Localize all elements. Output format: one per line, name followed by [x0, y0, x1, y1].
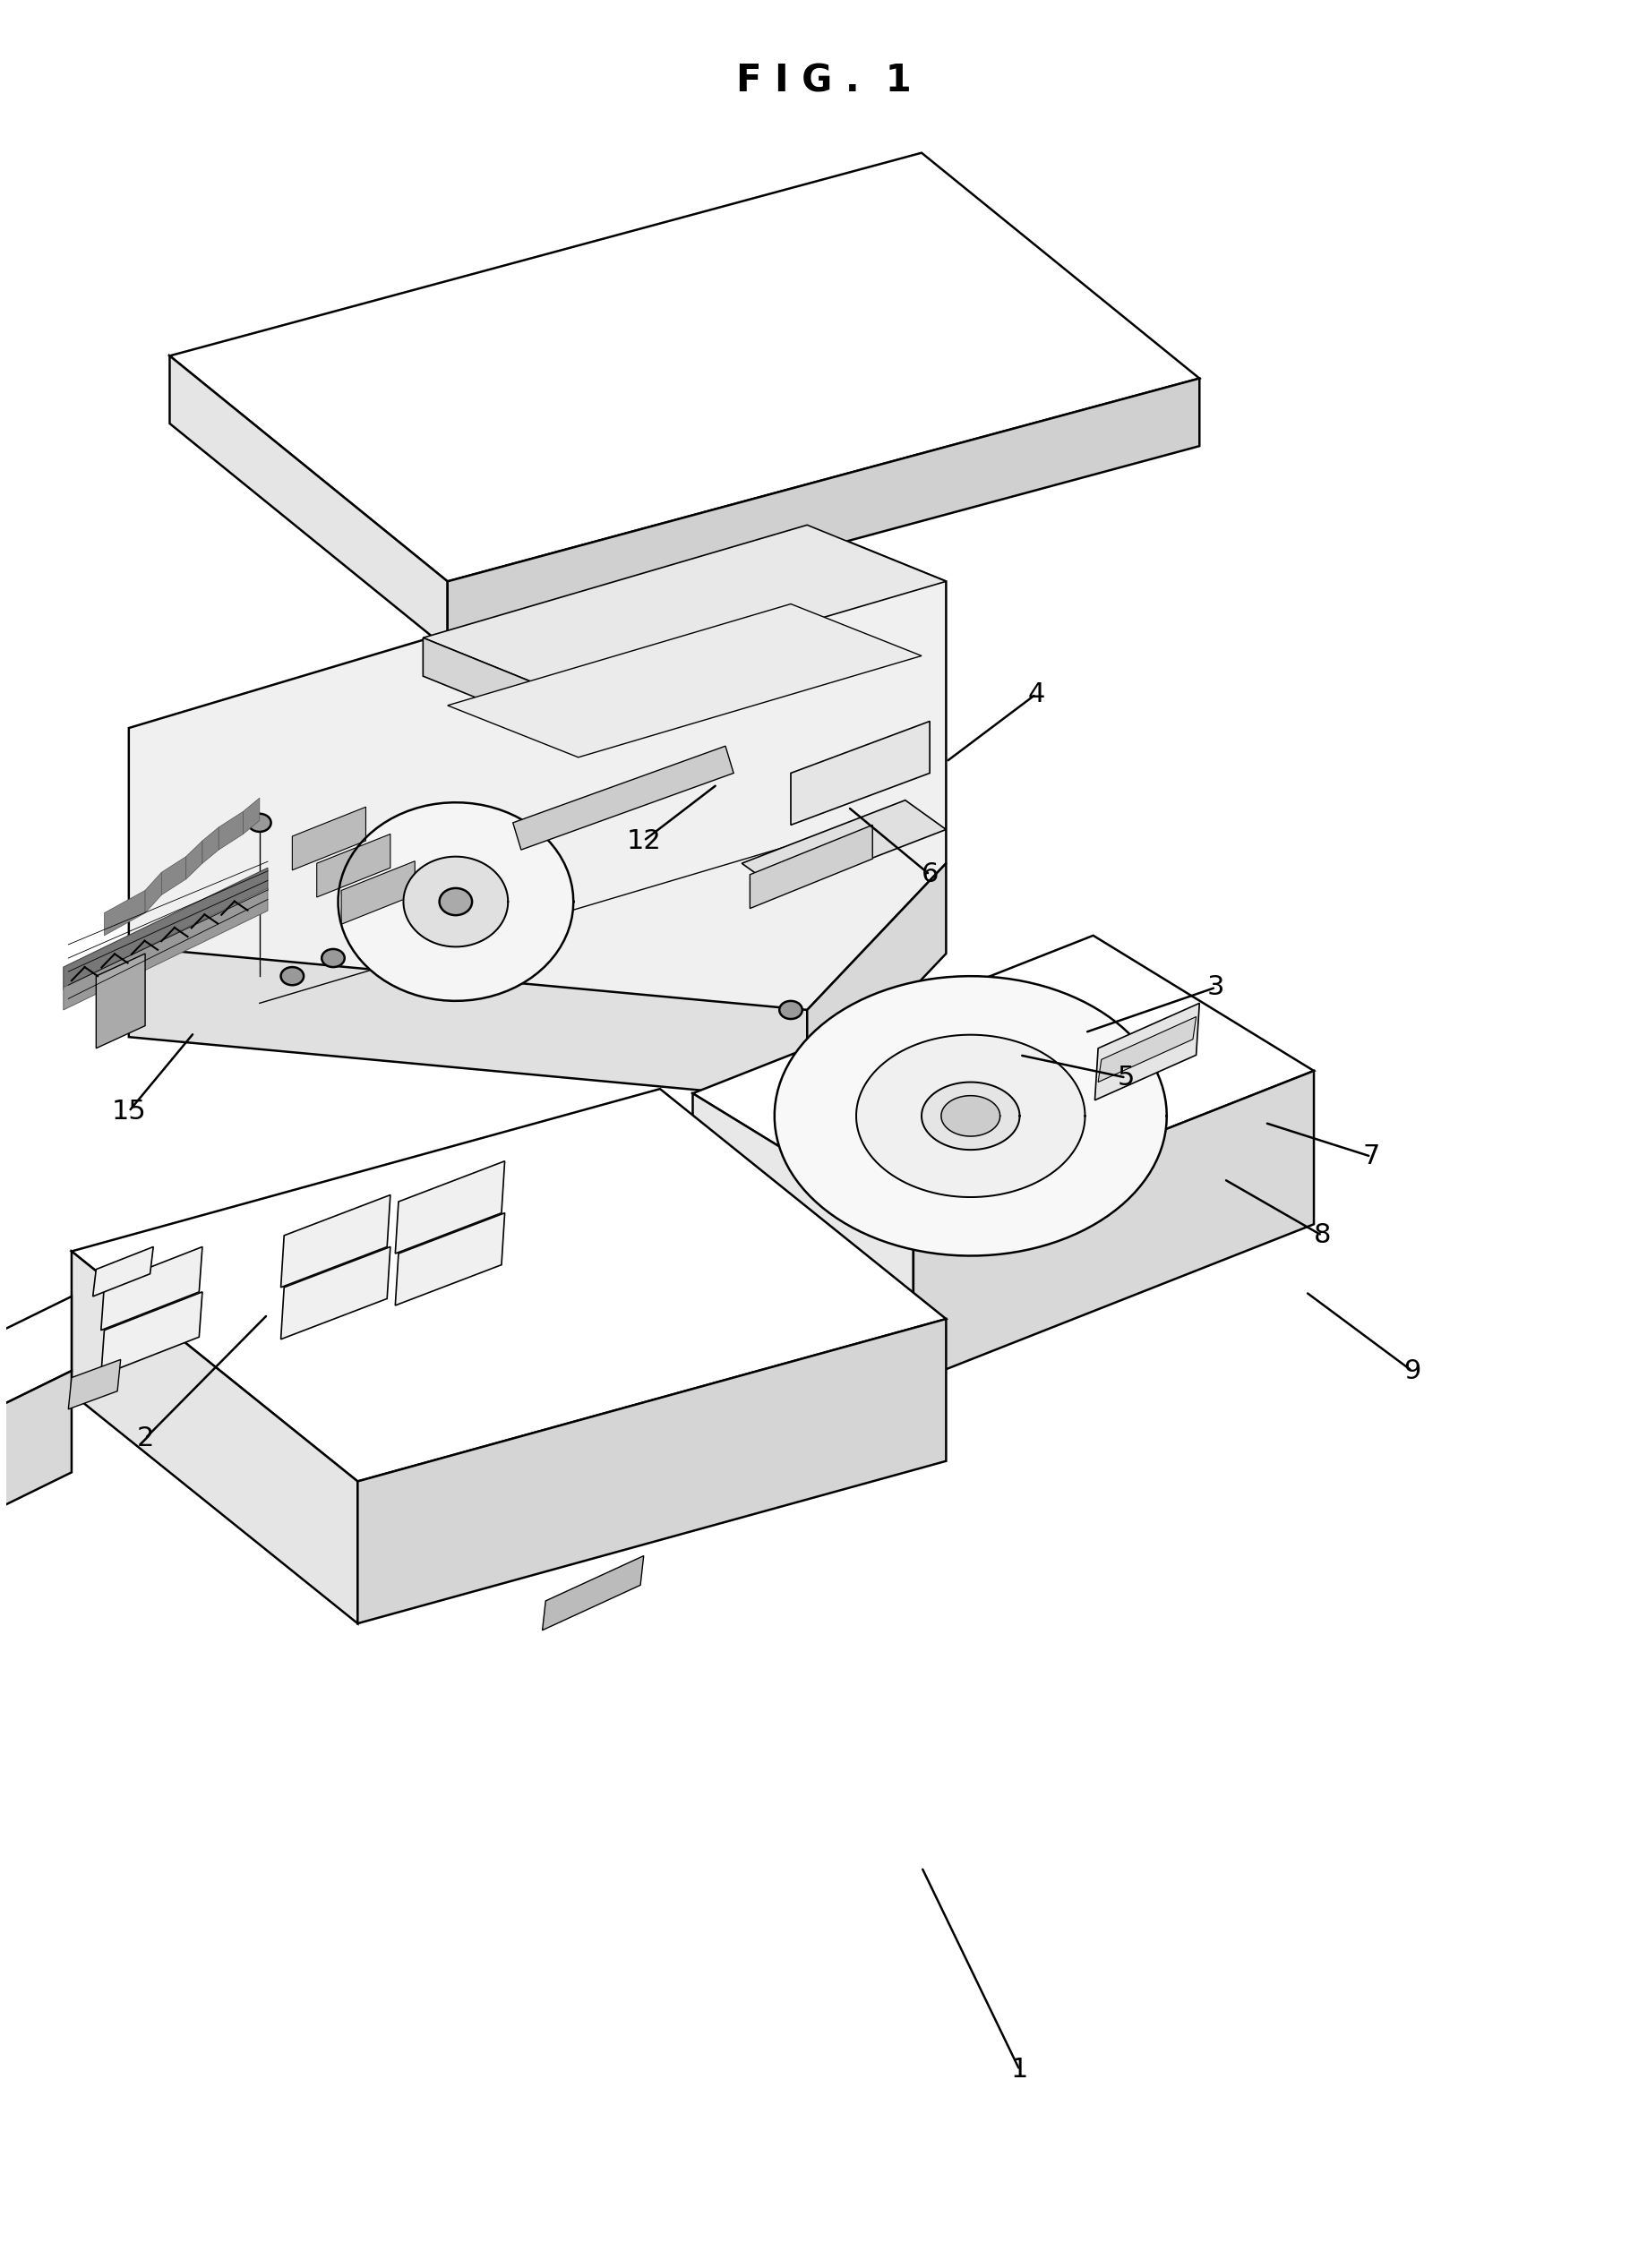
Text: 4: 4: [1028, 680, 1044, 708]
Polygon shape: [71, 1089, 945, 1481]
Polygon shape: [914, 1070, 1314, 1381]
Polygon shape: [161, 857, 186, 896]
Polygon shape: [128, 524, 945, 1032]
Polygon shape: [774, 975, 1166, 1256]
Polygon shape: [423, 637, 562, 733]
Text: 6: 6: [921, 862, 939, 887]
Polygon shape: [203, 828, 219, 864]
Ellipse shape: [249, 814, 272, 832]
Polygon shape: [341, 862, 415, 925]
Polygon shape: [244, 798, 260, 835]
Polygon shape: [145, 873, 161, 914]
Polygon shape: [395, 1213, 504, 1306]
Text: 8: 8: [1313, 1222, 1331, 1247]
Polygon shape: [292, 807, 366, 871]
Polygon shape: [693, 1093, 914, 1381]
Polygon shape: [423, 524, 945, 694]
Text: 9: 9: [1403, 1359, 1421, 1383]
Polygon shape: [186, 841, 203, 880]
Polygon shape: [940, 1095, 1000, 1136]
Text: F I G .  1: F I G . 1: [736, 64, 911, 100]
Polygon shape: [170, 356, 448, 649]
Polygon shape: [922, 1082, 1019, 1150]
Ellipse shape: [779, 1000, 802, 1018]
Polygon shape: [512, 746, 733, 850]
Polygon shape: [282, 1195, 390, 1288]
Polygon shape: [219, 812, 244, 850]
Polygon shape: [1099, 1016, 1196, 1082]
Polygon shape: [71, 1252, 357, 1624]
Polygon shape: [404, 857, 507, 946]
Polygon shape: [170, 152, 1199, 581]
Text: 15: 15: [112, 1098, 147, 1125]
Polygon shape: [791, 721, 931, 826]
Polygon shape: [100, 1293, 203, 1374]
Text: 2: 2: [137, 1427, 153, 1452]
Text: 7: 7: [1362, 1143, 1380, 1170]
Text: 12: 12: [626, 828, 660, 853]
Text: 3: 3: [1207, 975, 1224, 1000]
Polygon shape: [104, 891, 145, 934]
Polygon shape: [856, 1034, 1085, 1198]
Polygon shape: [448, 379, 1199, 649]
Polygon shape: [338, 803, 573, 1000]
Polygon shape: [0, 1297, 71, 1406]
Polygon shape: [282, 1247, 390, 1340]
Polygon shape: [128, 946, 807, 1100]
Polygon shape: [741, 801, 945, 894]
Polygon shape: [448, 603, 922, 758]
Polygon shape: [316, 835, 390, 898]
Polygon shape: [542, 1556, 644, 1631]
Ellipse shape: [282, 966, 303, 984]
Text: 5: 5: [1117, 1064, 1135, 1091]
Ellipse shape: [440, 889, 473, 916]
Polygon shape: [100, 1247, 203, 1331]
Ellipse shape: [321, 948, 344, 966]
Polygon shape: [1095, 1002, 1199, 1100]
Polygon shape: [395, 1161, 504, 1254]
Polygon shape: [807, 864, 945, 1100]
Text: 1: 1: [1011, 2057, 1028, 2082]
Polygon shape: [749, 826, 873, 909]
Polygon shape: [68, 1359, 120, 1408]
Polygon shape: [96, 953, 145, 1048]
Polygon shape: [0, 1370, 71, 1508]
Polygon shape: [357, 1320, 945, 1624]
Polygon shape: [92, 1247, 153, 1297]
Polygon shape: [64, 869, 268, 989]
Polygon shape: [64, 889, 268, 1009]
Polygon shape: [693, 934, 1314, 1229]
